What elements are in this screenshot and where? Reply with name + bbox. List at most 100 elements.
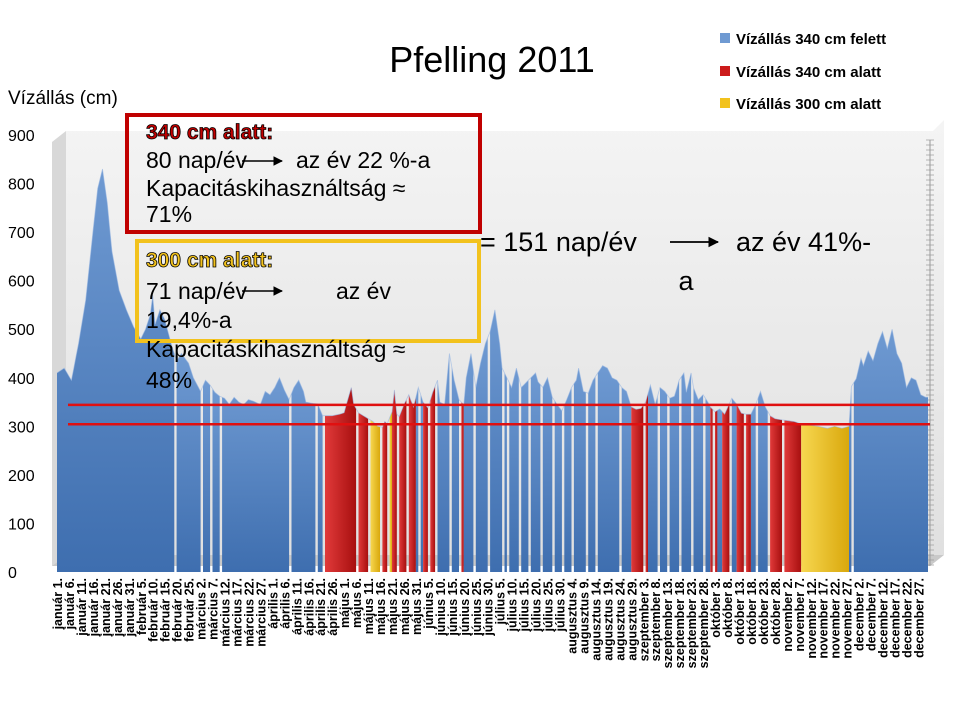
area-segment-above-20 [451,366,459,572]
x-tick-label: május 21. [386,578,400,635]
annotation-300-share: az év [336,278,391,304]
legend-swatch-below340 [720,66,730,76]
area-segment-above-5 [291,380,316,572]
annotation-300: 300 cm alatt: 71 nap/év az év 19,4%-a Ka… [135,239,481,393]
x-tick-label: május 6. [350,578,364,628]
y-tick-200: 200 [8,468,35,485]
area-segment-below340-53 [770,415,782,572]
area-segment-above-23 [475,337,488,572]
x-tick-label: július 20. [530,578,544,633]
x-tick-label: április 1. [266,578,280,629]
x-tick-label: február 25. [183,578,197,642]
area-segment-above-15 [415,387,419,572]
x-tick-label: március 2. [195,578,209,640]
annotation-340-capacity: Kapacitáskihasználtság ≈ [146,175,405,201]
y-tick-800: 800 [8,177,35,194]
x-tick-label: augusztus 29. [625,578,639,661]
annotation-total-share-cont: a [678,266,694,296]
area-segment-above-29 [542,377,553,572]
area-segment-above-32 [573,368,586,572]
x-tick-label: január 26. [111,578,125,637]
area-segment-above-43 [705,398,711,572]
y-tick-300: 300 [8,419,35,436]
area-segment-above-1 [176,353,201,572]
area-segment-above-38 [648,385,658,572]
y-tick-100: 100 [8,516,35,533]
area-segment-above-27 [521,380,529,572]
area-segment-above-46 [717,408,723,572]
annotation-340-share: az év 22 %-a [296,147,430,173]
area-segment-above-56 [849,386,852,572]
x-tick-label: december 12. [877,578,891,658]
area-segment-above-2 [203,380,211,572]
legend-label-below300: Vízállás 300 cm alatt [736,96,881,113]
area-segment-above-25 [504,372,507,572]
x-tick-label: október 18. [745,578,759,645]
area-segment-above-57 [853,329,928,572]
area-segment-above-42 [693,387,704,572]
x-tick-label: augusztus 24. [613,578,627,661]
y-tick-700: 700 [8,225,35,242]
y-tick-600: 600 [8,274,35,291]
x-tick-label: május 16. [374,578,388,635]
area-segment-above-0 [57,169,175,572]
x-tick-label: február 15. [159,578,173,642]
area-segment-below340-36 [631,405,644,572]
chart-title: Pfelling 2011 [389,39,595,80]
annotation-300-capacity-value: 48% [146,367,192,393]
legend-label-below340: Vízállás 340 cm alatt [736,64,881,81]
x-tick-label: október 3. [709,578,723,638]
x-tick-label: szeptember 13. [661,578,675,668]
area-segment-above-40 [669,380,680,572]
area-segment-above-4 [222,377,290,572]
x-tick-label: december 27. [912,578,926,658]
area-segment-below300-9 [370,420,380,572]
area-segment-above-26 [509,368,519,572]
area-segment-above-28 [530,372,541,572]
area-segment-below340-37 [645,393,648,572]
area-segment-below300-55 [801,423,849,572]
y-tick-400: 400 [8,371,35,388]
annotation-300-share-value: 19,4%-a [146,307,232,333]
area-segment-below340-12 [392,389,397,572]
area-segment-above-31 [564,387,572,572]
area-segment-above-39 [660,387,668,572]
y-tick-900: 900 [8,128,35,145]
x-tick-label: december 2. [853,578,867,651]
x-tick-label: március 17. [231,578,245,647]
x-tick-label: július 30. [554,578,568,633]
area-segment-below340-14 [408,394,416,572]
area-layer [56,168,928,572]
x-tick-label: október 28. [769,578,783,645]
area-segment-below340-21 [461,402,464,572]
x-tick-label: február 20. [171,578,185,642]
x-tick-label: október 13. [733,578,747,645]
water-level-outline [56,168,928,429]
annotation-340: 340 cm alatt: 80 nap/év az év 22 %-a Kap… [125,113,482,234]
area-segment-above-34 [597,365,620,572]
x-tick-label: október 23. [757,578,771,645]
annotation-340-frame [125,113,482,234]
x-tick-label: május 11. [362,578,376,634]
area-segment-below340-44 [710,406,713,572]
y-axis-ticks: 0 100 200 300 400 500 600 700 800 900 [8,128,35,582]
area-segment-below340-45 [715,410,718,572]
x-tick-label: április 6. [278,578,292,629]
x-tick-label: november 7. [793,578,807,652]
x-tick-label: május 26. [398,578,412,635]
y-tick-0: 0 [8,565,17,582]
x-tick-label: január 16. [87,578,101,637]
area-segment-below340-7 [325,387,357,572]
x-tick-label: november 12. [805,578,819,659]
x-tick-label: június 5. [422,578,436,630]
x-tick-label: január 1. [51,578,65,630]
x-tick-label: július 25. [542,578,556,633]
x-tick-label: április 26. [326,578,340,636]
x-tick-label: június 25. [470,578,484,637]
area-segment-above-30 [554,400,562,572]
legend: Vízállás 340 cm felett Vízállás 340 cm a… [720,31,886,113]
annotation-300-heading: 300 cm alatt: [146,249,273,272]
area-segment-below340-18 [430,386,436,572]
x-tick-label: augusztus 19. [601,578,615,661]
annotation-total-share: az év 41%- [736,227,871,257]
